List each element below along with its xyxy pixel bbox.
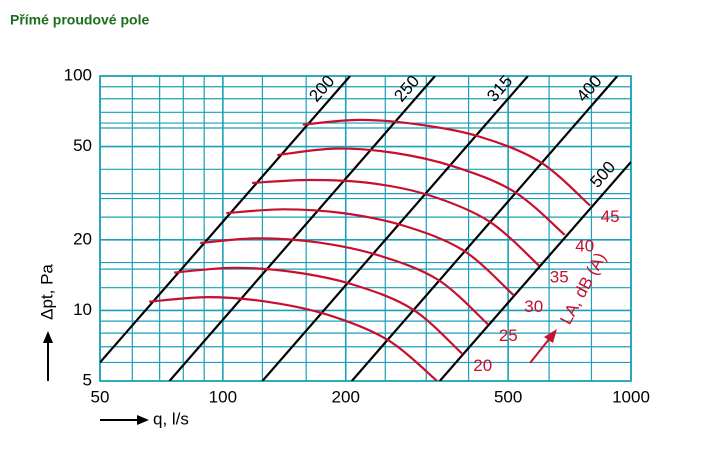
page-title: Přímé proudové pole	[10, 12, 149, 28]
x-axis-label: q, l/s	[153, 409, 189, 428]
x-arrow-head	[137, 415, 149, 425]
curve-value-label: 20	[473, 356, 492, 375]
series-line	[100, 76, 351, 364]
series-line	[174, 266, 464, 356]
y-tick-label: 10	[73, 300, 92, 319]
y-tick-label: 20	[73, 229, 92, 248]
series-line	[277, 147, 566, 236]
x-tick-label: 50	[91, 387, 110, 406]
y-tick-label: 100	[64, 65, 92, 84]
x-tick-label: 200	[332, 387, 360, 406]
series-line	[252, 178, 540, 267]
plot-frame	[99, 75, 632, 382]
curve-arrow-head	[544, 329, 557, 343]
x-tick-label: 1000	[612, 387, 650, 406]
curve-value-label: 40	[575, 236, 594, 255]
y-arrow-head	[43, 331, 53, 343]
curve-value-label: 45	[601, 207, 620, 226]
series-line	[302, 118, 591, 207]
curve-value-label: 25	[499, 326, 518, 345]
curve-value-label: 35	[550, 267, 569, 286]
curve-value-label: 30	[524, 297, 543, 316]
series-line	[168, 76, 436, 381]
plot-marks	[100, 76, 631, 381]
series-line	[438, 161, 631, 381]
series-line	[226, 208, 515, 297]
series-line	[200, 237, 490, 326]
series-line	[261, 76, 529, 381]
x-tick-label: 500	[494, 387, 522, 406]
y-tick-label: 5	[83, 370, 92, 389]
y-tick-label: 50	[73, 136, 92, 155]
series-line	[350, 76, 619, 381]
x-tick-label: 100	[209, 387, 237, 406]
y-axis-label: Δpt, Pa	[37, 264, 56, 320]
series-line	[149, 295, 438, 381]
curve-arrow	[529, 337, 551, 364]
curve-label: LA, dB (A)	[556, 249, 610, 327]
